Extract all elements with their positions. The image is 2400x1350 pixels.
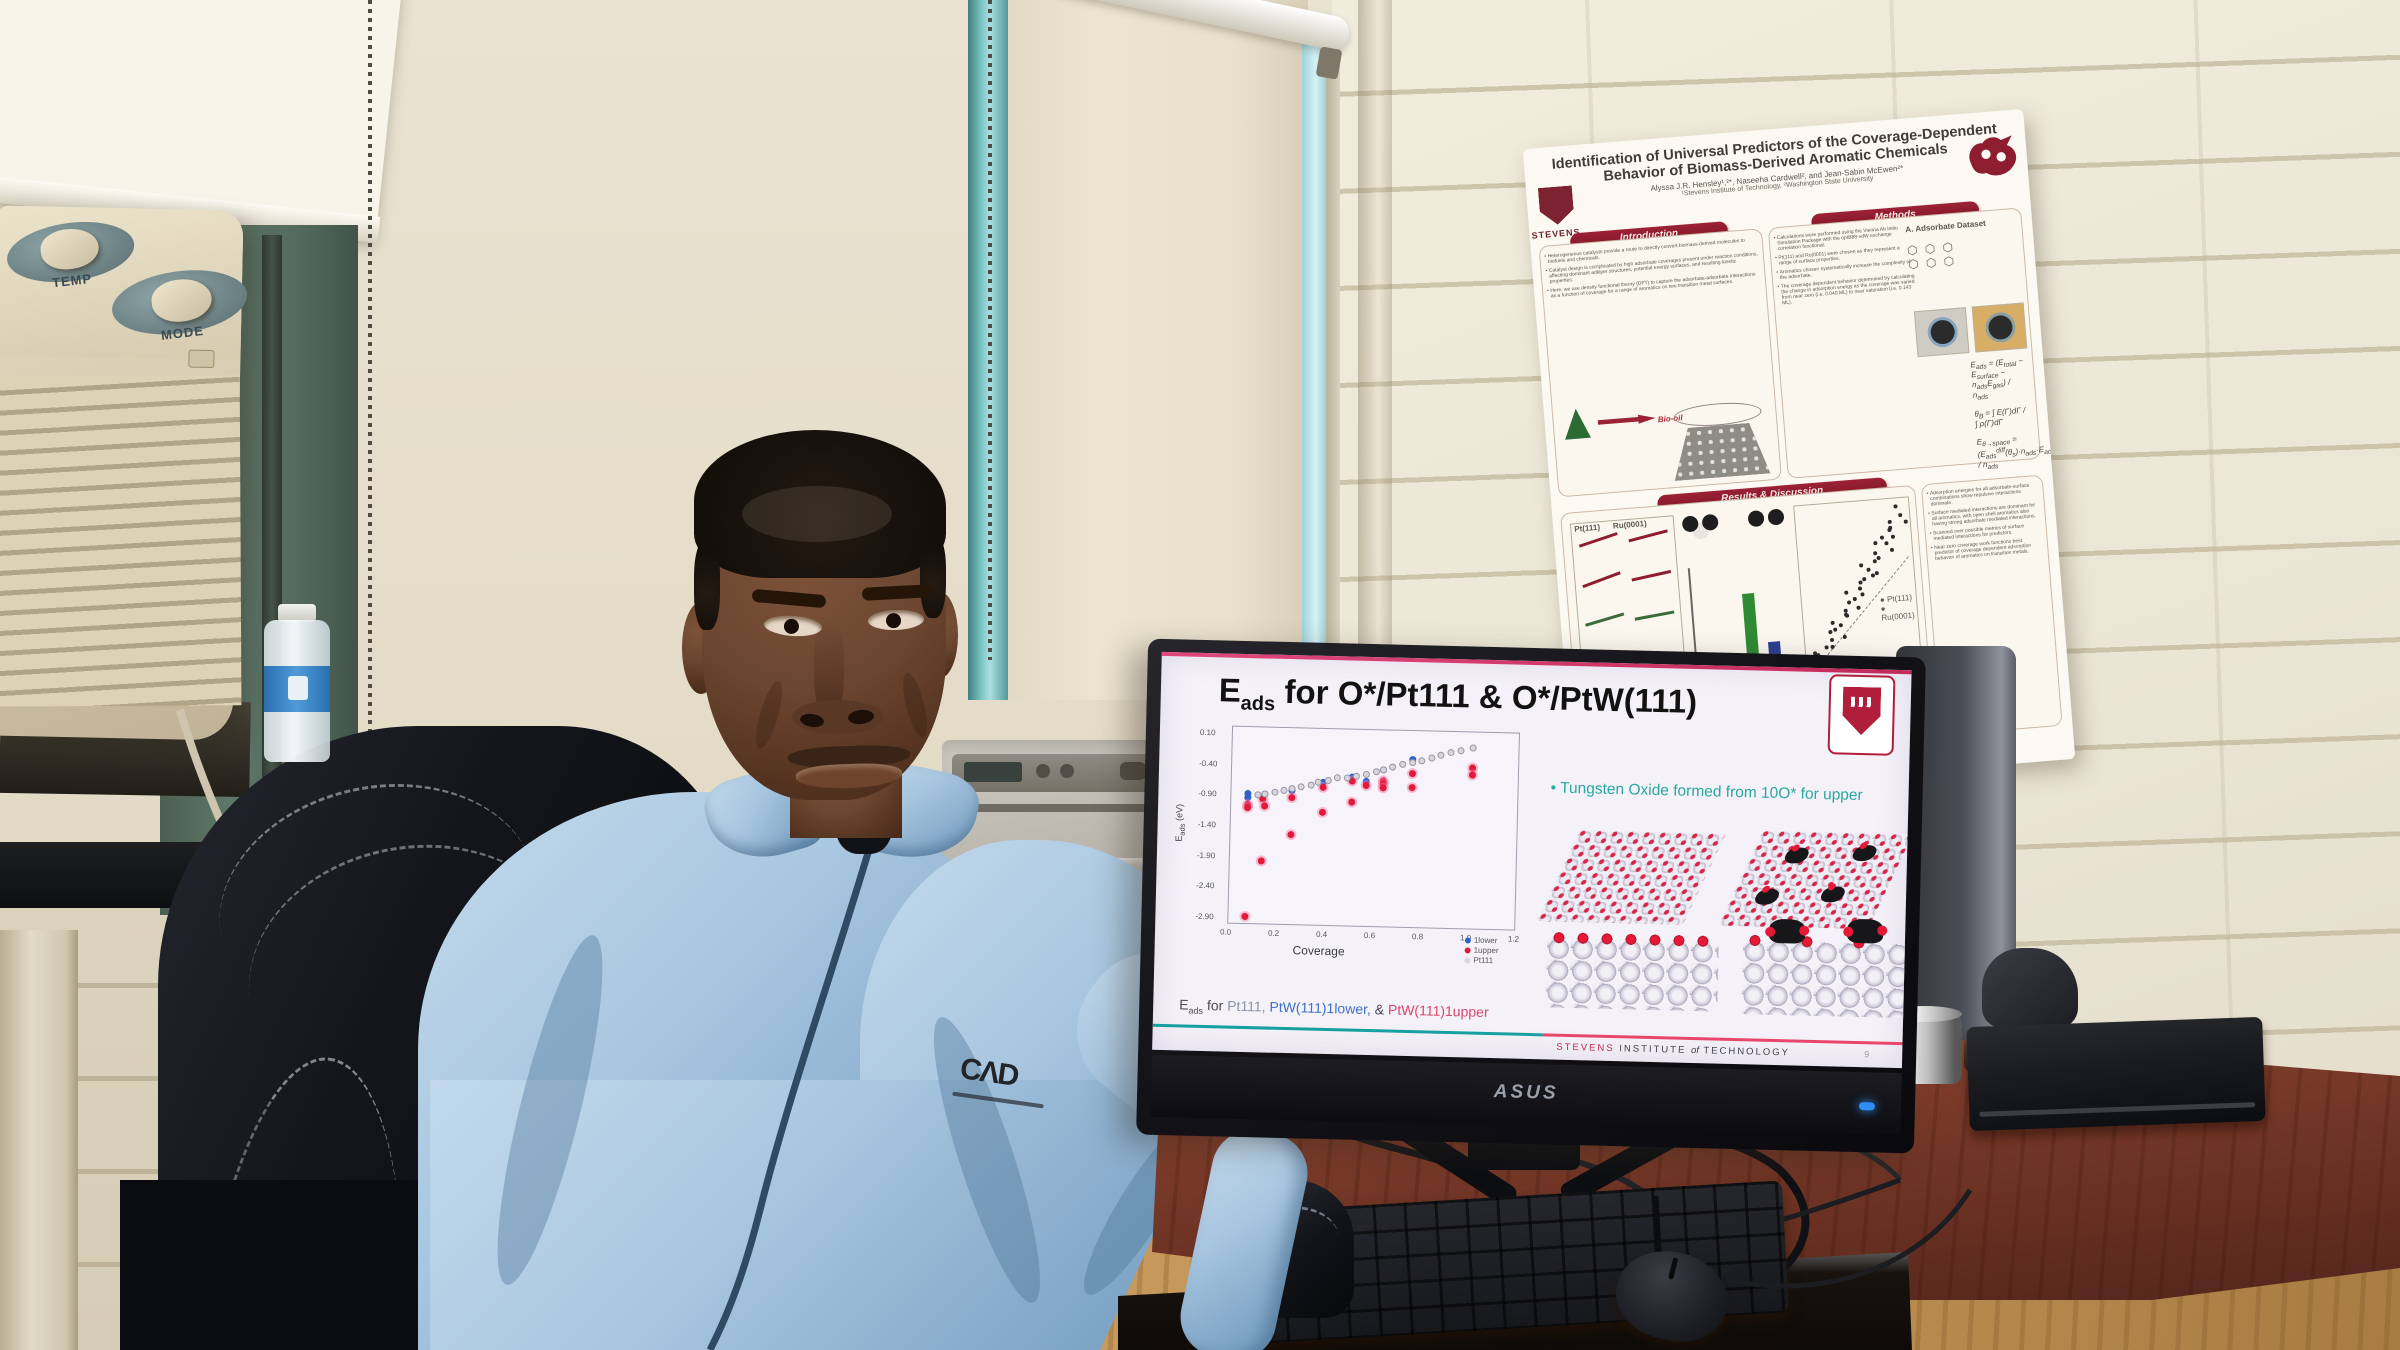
benzene-ru0001-figure [1971,302,2028,353]
window-light-slit [1302,20,1330,700]
jacket-zipper [706,820,880,1350]
plot-area [1227,725,1520,931]
second-monitor-arm [1982,948,2078,1028]
poster-methods-box: Calculations were performed using the Vi… [1767,207,2072,479]
ac-brand-badge [188,349,215,369]
poster-intro-box: Heterogeneous catalysts provide a route … [1538,228,1782,498]
tree-icon [1562,407,1592,440]
ac-louvers [0,375,242,707]
wall-corner-shadow [1358,0,1392,760]
footer-divider-teal [1152,1023,1543,1037]
mouse-cable [1729,1188,1973,1289]
monitor-chin: ASUS [1150,1054,1902,1136]
stevens-shield-logo [1827,674,1896,756]
power-led [1858,1102,1876,1111]
water-bottle [260,604,334,762]
slide-page-number: 9 [1864,1049,1870,1060]
printer-button [1036,764,1050,778]
research-poster: Identification of Universal Predictors o… [1522,108,2076,800]
asus-monitor: Eads for O*/Pt111 & O*/PtW(111) 0.10 -0.4… [1136,638,1926,1154]
lattice-top-view-left [1536,830,1727,925]
center-window-shade [1006,0,1308,700]
window-frame-right [1326,60,1340,700]
arrow-icon [1597,413,1656,427]
person-hair [694,430,946,578]
slide-footer: STEVENS INSTITUTE of TECHNOLOGY [1556,1041,1791,1059]
methods-formulas: Eads = (Etotal − Esurface − nadsEgas) / … [1970,356,2072,471]
person-sideburn-2 [920,534,946,618]
pyramid-figure [1671,422,1771,482]
wall-conduit-pipe [0,930,78,1350]
bottle-cap [278,604,316,622]
lattice-top-view-right [1717,830,1912,930]
monitor-screen: Eads for O*/Pt111 & O*/PtW(111) 0.10 -0.4… [1152,651,1912,1069]
slide-bullet: Tungsten Oxide formed from 10O* for uppe… [1550,779,1906,806]
poster-methods-bullets: Calculations were performed using the Vi… [1769,217,1921,306]
forehead-highlight [742,486,892,542]
stevens-logo-shield [1538,185,1575,226]
printer-button-2 [1060,764,1074,778]
slab-side-view-left [1545,929,1720,1012]
poster-results-bullets: Adsorption energies for all adsorbate-su… [1922,476,2048,562]
slab-side-view-right [1741,918,1912,1019]
person-sideburn [694,540,720,630]
scatter-plot-panel: 0.10 -0.40 -0.90 -1.40 -1.90 -2.40 -2.90 0.0 0.2… [1174,717,1530,966]
wsu-cougar-logo [1969,135,2017,176]
plot-legend: 1lower 1upper Pt111 [1464,935,1499,966]
fig-a-label: A. Adsorbate Dataset [1905,219,1987,235]
printer-control-panel [952,754,1177,792]
asus-logo: ASUS [1493,1081,1559,1104]
benzene-pt111-figure [1913,307,1970,358]
slide-caption: Eads for Pt111, PtW(111)1lower, & PtW(11… [1179,996,1489,1020]
molecule-interaction-figure [1681,509,1785,557]
slide-top-accent [1161,651,1912,675]
printer-display [964,762,1022,782]
shade-pull-chain-center [988,0,992,660]
bottle-label [264,666,330,712]
x-axis-label: Coverage [1292,943,1345,959]
printer-output-slot [950,804,1180,812]
adsorbate-dataset-figure: A. Adsorbate Dataset ⬡ ⬡ ⬡ ⬡ ⬡ ⬡ [1905,217,2018,271]
shade-pull-chain-left [368,0,372,748]
printer-button-3 [1120,762,1146,780]
y-axis-label: Eads (eV) [1173,803,1187,842]
air-conditioner-unit: TEMP MODE [0,205,252,741]
